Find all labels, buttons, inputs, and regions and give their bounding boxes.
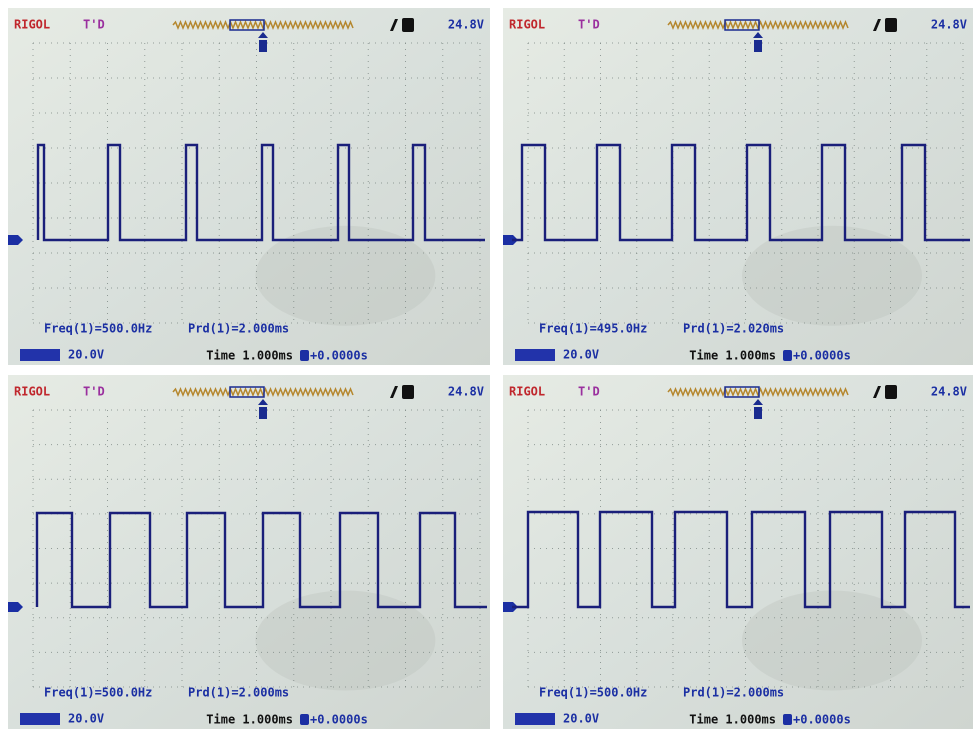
photo: RIGOL T'D 24.8V Freq(1)=500.0Hz Prd(1)=2.000… <box>0 0 973 729</box>
scope-screen: RIGOL T'D 24.8V Freq(1)=500.0Hz Prd(1)=2.000… <box>8 8 490 365</box>
source-icon <box>402 385 414 399</box>
channel-badge <box>515 349 555 361</box>
period: Prd(1)=2.000ms <box>188 322 289 336</box>
offset-icon <box>783 350 792 361</box>
brand: RIGOL <box>14 385 50 399</box>
brand: RIGOL <box>14 18 50 32</box>
scope-screen: RIGOL T'D 24.8V Freq(1)=500.0Hz Prd(1)=2.000… <box>8 375 490 729</box>
brand: RIGOL <box>509 385 545 399</box>
channel-scale: 20.0V <box>68 348 104 362</box>
source-icon <box>402 18 414 32</box>
channel-scale: 20.0V <box>563 712 599 726</box>
mode: T'D <box>83 18 105 32</box>
screen-background <box>8 375 490 729</box>
scope-screen: RIGOL T'D 24.8V Freq(1)=495.0Hz Prd(1)=2.020… <box>503 8 973 365</box>
brand: RIGOL <box>509 18 545 32</box>
timebase: Time 1.000ms <box>206 349 293 363</box>
glare <box>255 591 435 691</box>
period: Prd(1)=2.020ms <box>683 322 784 336</box>
frequency: Freq(1)=500.0Hz <box>44 322 152 336</box>
offset-icon <box>300 350 309 361</box>
trigger-level: 24.8V <box>448 385 484 399</box>
screen-background <box>503 375 973 729</box>
channel-badge <box>20 349 60 361</box>
trigger-level: 24.8V <box>931 385 967 399</box>
time-offset: +0.0000s <box>310 349 368 363</box>
period: Prd(1)=2.000ms <box>188 686 289 700</box>
frequency: Freq(1)=500.0Hz <box>539 686 647 700</box>
source-icon <box>885 385 897 399</box>
channel-scale: 20.0V <box>563 348 599 362</box>
offset-icon <box>300 714 309 725</box>
channel-scale: 20.0V <box>68 712 104 726</box>
period: Prd(1)=2.000ms <box>683 686 784 700</box>
source-icon <box>885 18 897 32</box>
offset-icon <box>783 714 792 725</box>
trigger-level: 24.8V <box>931 18 967 32</box>
glare <box>742 591 922 691</box>
timebase: Time 1.000ms <box>689 713 776 727</box>
scope-screen: RIGOL T'D 24.8V Freq(1)=500.0Hz Prd(1)=2.000… <box>503 375 973 729</box>
mode: T'D <box>578 18 600 32</box>
time-offset: +0.0000s <box>310 713 368 727</box>
channel-badge <box>515 713 555 725</box>
trigger-level: 24.8V <box>448 18 484 32</box>
time-offset: +0.0000s <box>793 349 851 363</box>
timebase: Time 1.000ms <box>206 713 293 727</box>
timebase: Time 1.000ms <box>689 349 776 363</box>
time-offset: +0.0000s <box>793 713 851 727</box>
channel-badge <box>20 713 60 725</box>
mode: T'D <box>83 385 105 399</box>
mode: T'D <box>578 385 600 399</box>
frequency: Freq(1)=500.0Hz <box>44 686 152 700</box>
frequency: Freq(1)=495.0Hz <box>539 322 647 336</box>
screen-background <box>8 8 490 365</box>
